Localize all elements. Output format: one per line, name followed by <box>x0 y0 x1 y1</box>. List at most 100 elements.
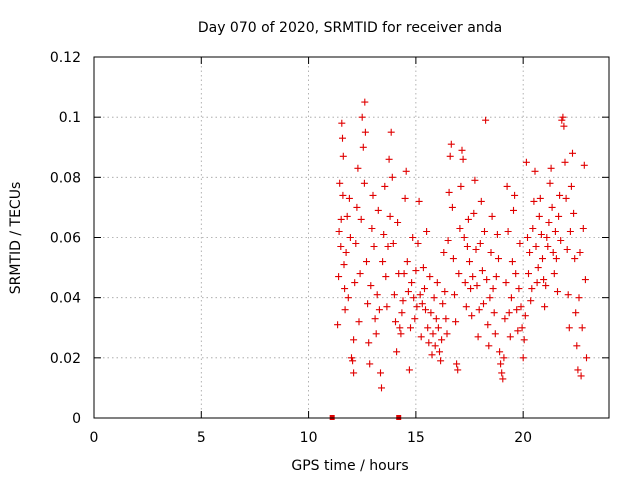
data-point <box>504 228 512 235</box>
data-point <box>548 203 556 211</box>
data-point <box>560 122 568 130</box>
data-point <box>460 234 468 241</box>
y-axis-label: SRMTID / TECUs <box>8 182 24 295</box>
data-point <box>571 255 579 263</box>
data-point <box>443 330 451 338</box>
data-point <box>341 306 349 314</box>
data-point <box>478 267 486 275</box>
data-point <box>521 312 529 320</box>
data-point <box>452 318 460 326</box>
data-point <box>345 194 353 202</box>
data-point <box>544 243 552 250</box>
data-point <box>336 179 344 187</box>
data-point <box>415 197 423 205</box>
data-point <box>373 291 381 299</box>
data-point <box>433 279 441 287</box>
data-point <box>506 333 514 341</box>
data-point <box>461 279 469 287</box>
data-point <box>458 146 466 154</box>
data-point <box>491 330 499 338</box>
data-point <box>508 258 516 266</box>
data-point <box>348 354 355 362</box>
data-point <box>404 288 412 296</box>
data-point <box>383 303 391 311</box>
data-point <box>429 330 437 338</box>
data-point <box>550 270 558 278</box>
data-point <box>557 237 565 244</box>
data-point <box>363 258 370 266</box>
data-point <box>517 303 525 311</box>
y-tick-label: 0.08 <box>50 170 81 186</box>
data-point <box>365 339 373 347</box>
data-point <box>554 288 561 296</box>
data-point <box>510 206 517 214</box>
data-point <box>526 249 534 256</box>
data-point <box>565 324 573 332</box>
y-tick-label: 0.02 <box>50 351 81 367</box>
data-point <box>546 179 554 187</box>
data-point <box>432 315 440 323</box>
data-point <box>374 206 382 214</box>
data-point <box>388 173 396 181</box>
data-point <box>343 212 351 220</box>
data-point <box>474 333 482 341</box>
data-point <box>358 113 366 121</box>
data-point <box>360 179 368 187</box>
data-point <box>563 246 571 253</box>
data-point <box>485 342 493 350</box>
data-point <box>397 330 405 338</box>
data-point <box>453 360 461 368</box>
data-point <box>501 315 509 323</box>
data-point <box>400 270 408 278</box>
data-point <box>483 276 491 284</box>
data-point <box>532 243 540 250</box>
data-point <box>562 194 570 202</box>
data-point <box>511 191 519 199</box>
data-point <box>367 282 375 290</box>
data-point <box>579 225 587 232</box>
data-point <box>434 324 442 332</box>
data-point <box>368 225 376 232</box>
data-point <box>403 258 411 266</box>
data-point <box>437 357 445 365</box>
data-point <box>438 336 446 344</box>
data-point <box>503 182 511 190</box>
data-point <box>413 303 421 311</box>
data-points <box>329 98 590 420</box>
data-point <box>530 197 538 205</box>
y-tick-label: 0.04 <box>50 291 81 307</box>
data-point <box>359 143 367 151</box>
data-point <box>537 231 545 238</box>
data-point <box>533 279 541 287</box>
data-point <box>492 273 500 281</box>
data-point <box>488 212 496 220</box>
data-point <box>477 197 485 205</box>
data-point <box>444 237 452 244</box>
data-point <box>524 234 531 241</box>
data-point <box>393 348 401 356</box>
data-point <box>552 255 560 263</box>
data-point <box>372 330 380 338</box>
data-point <box>566 228 574 235</box>
x-tick-label: 5 <box>197 430 206 446</box>
data-point <box>580 161 588 169</box>
data-point <box>409 234 417 241</box>
data-point <box>556 191 564 199</box>
data-point <box>528 285 536 293</box>
data-point <box>551 228 559 235</box>
data-point <box>455 270 463 278</box>
data-point <box>471 176 479 184</box>
data-point <box>355 318 363 326</box>
data-point <box>427 309 435 317</box>
data-point <box>522 158 530 166</box>
data-point <box>542 282 550 290</box>
data-point <box>380 231 388 238</box>
data-point <box>439 300 447 308</box>
data-point <box>575 294 583 302</box>
data-point <box>416 291 424 299</box>
data-point <box>445 188 453 196</box>
data-point <box>369 191 377 199</box>
data-point <box>418 300 426 308</box>
data-point <box>361 98 369 106</box>
data-point <box>513 306 521 314</box>
